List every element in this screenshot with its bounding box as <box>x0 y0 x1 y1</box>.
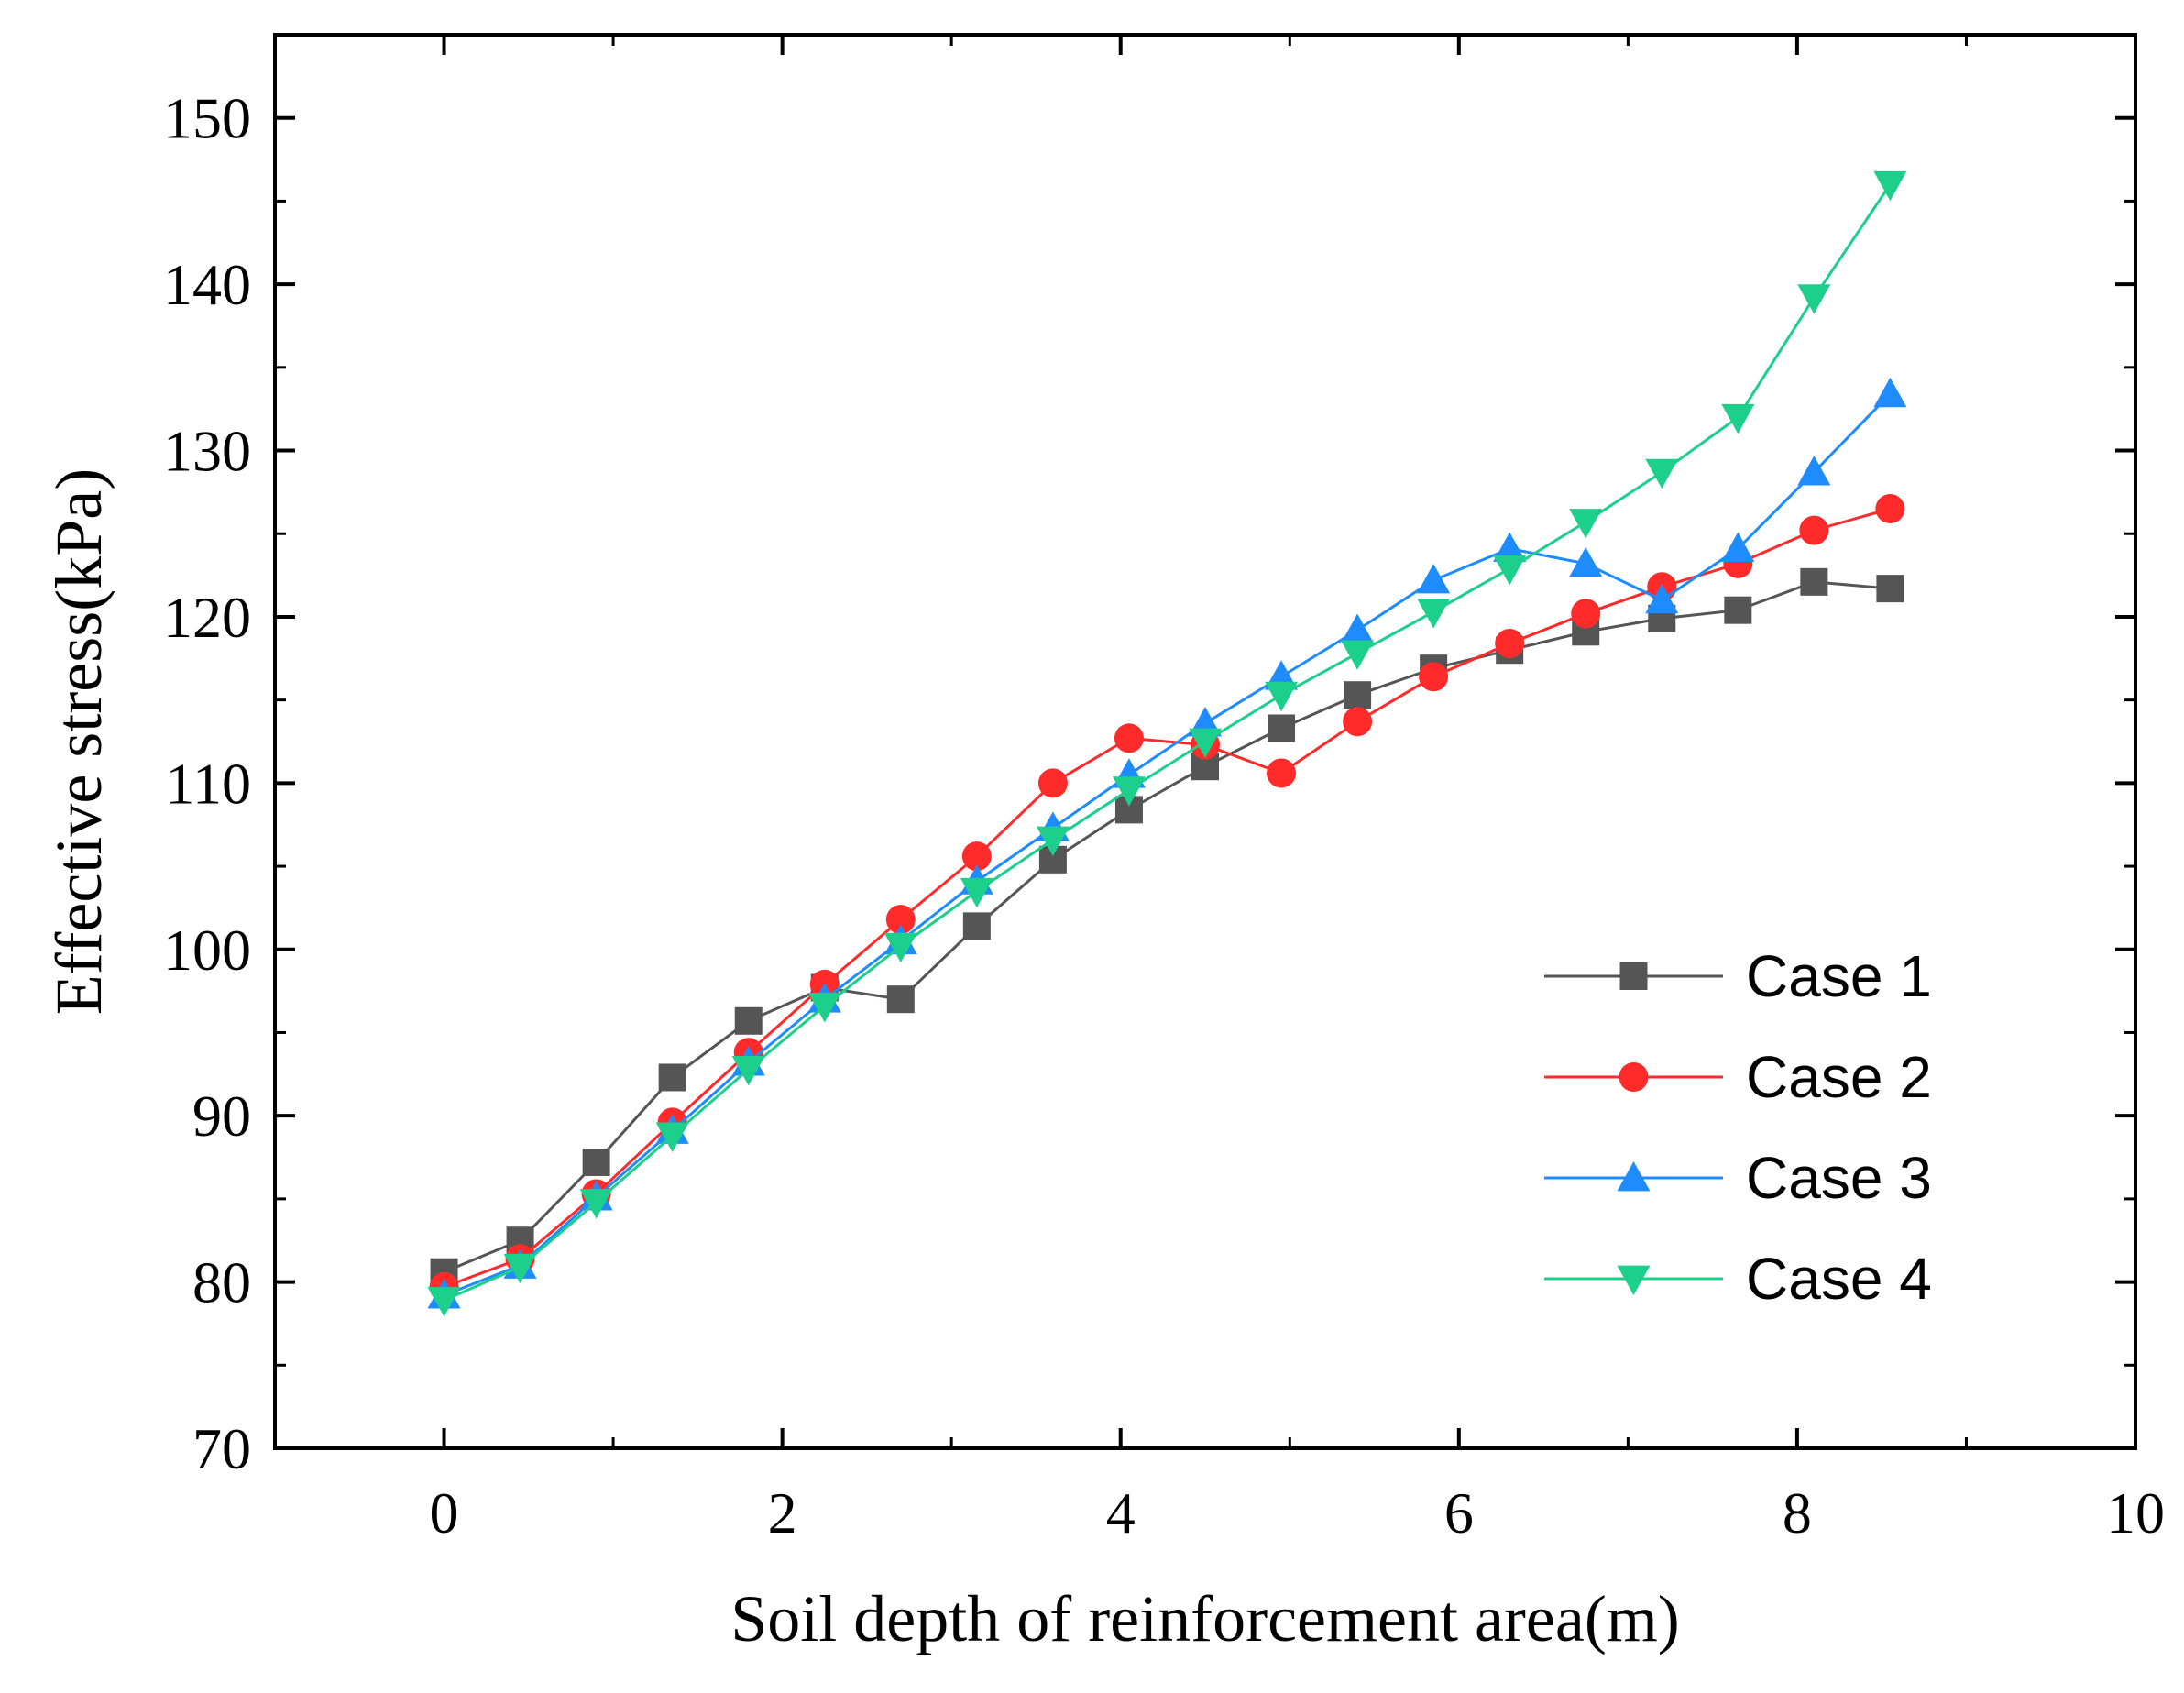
data-point <box>883 932 917 963</box>
data-point <box>807 993 841 1023</box>
data-point <box>1875 494 1905 524</box>
data-point <box>1268 714 1296 742</box>
legend-label: Case 2 <box>1746 1044 1932 1110</box>
data-point <box>503 1253 537 1284</box>
series-3 <box>427 377 1907 1309</box>
data-point <box>960 877 993 908</box>
data-point <box>1343 707 1373 737</box>
y-tick-label: 90 <box>192 1083 251 1149</box>
data-point <box>427 1287 461 1317</box>
data-point <box>1721 532 1755 562</box>
series-4 <box>427 170 1907 1317</box>
data-point <box>1721 403 1755 434</box>
data-point <box>1645 458 1679 489</box>
data-point <box>1797 456 1831 486</box>
data-point <box>886 985 915 1014</box>
x-tick-label: 6 <box>1444 1480 1474 1545</box>
legend-label: Case 4 <box>1746 1246 1932 1312</box>
data-point <box>1341 640 1375 670</box>
data-point <box>1799 515 1829 545</box>
data-point <box>1876 575 1904 603</box>
data-point <box>579 1189 613 1219</box>
y-tick-label: 80 <box>192 1250 251 1315</box>
y-axis-label: Effective stress(kPa) <box>42 468 115 1015</box>
legend-marker <box>1617 1161 1651 1192</box>
data-point <box>1417 599 1451 629</box>
data-point <box>1724 596 1752 624</box>
data-point <box>1569 546 1603 577</box>
data-point <box>1267 758 1297 788</box>
y-tick-label: 120 <box>163 585 251 650</box>
y-tick-label: 130 <box>163 419 251 484</box>
data-point <box>1873 377 1907 408</box>
data-point <box>1419 662 1449 692</box>
x-tick-label: 2 <box>768 1480 797 1545</box>
y-tick-label: 110 <box>165 751 251 816</box>
data-point <box>1189 728 1222 758</box>
data-point <box>734 1006 763 1035</box>
x-tick-label: 0 <box>430 1480 459 1545</box>
data-point <box>962 912 991 940</box>
data-point <box>1344 681 1372 709</box>
data-point <box>1571 599 1601 629</box>
plot-frame <box>273 33 2137 1450</box>
legend: Case 1 Case 2 Case 3 Case 4 <box>1544 943 1932 1312</box>
data-point <box>731 1055 765 1086</box>
data-point <box>1265 681 1299 712</box>
series-layer <box>427 170 1907 1317</box>
legend-item: Case 3 <box>1544 1145 1932 1211</box>
data-point <box>582 1148 610 1176</box>
data-point <box>1036 826 1070 857</box>
legend-marker <box>1617 1265 1651 1295</box>
legend-label: Case 3 <box>1746 1145 1932 1211</box>
data-point <box>961 841 992 872</box>
data-point <box>658 1063 686 1092</box>
data-point <box>1495 628 1525 658</box>
tick-layer: 0 2 4 6 8 10 70 80 90 100 110 120 130 140 150 <box>163 33 2165 1545</box>
legend-item: Case 2 <box>1544 1044 1932 1110</box>
legend-label: Case 1 <box>1746 943 1932 1009</box>
y-tick-label: 100 <box>163 918 251 983</box>
x-tick-label: 4 <box>1106 1480 1136 1545</box>
legend-item: Case 1 <box>1544 943 1932 1009</box>
data-point <box>1493 555 1527 586</box>
data-point <box>1112 776 1146 807</box>
data-point <box>1493 532 1527 562</box>
y-tick-label: 140 <box>163 252 251 317</box>
x-axis-label: Soil depth of reinforcement area(m) <box>730 1582 1680 1655</box>
data-point <box>1341 613 1375 643</box>
data-point <box>1037 768 1068 798</box>
x-tick-label: 8 <box>1783 1480 1812 1545</box>
data-point <box>1417 564 1451 594</box>
legend-item: Case 4 <box>1544 1246 1932 1312</box>
legend-marker <box>1619 1062 1649 1092</box>
y-tick-label: 70 <box>192 1416 251 1481</box>
series-line <box>443 580 1891 1274</box>
series-line <box>443 392 1892 1297</box>
data-point <box>1797 284 1831 314</box>
data-point <box>1569 509 1603 539</box>
data-point <box>885 905 916 935</box>
legend-marker <box>1619 962 1648 990</box>
y-tick-label: 150 <box>163 86 251 151</box>
x-tick-label: 10 <box>2106 1480 2165 1545</box>
series-1 <box>430 567 1904 1286</box>
data-point <box>1800 567 1828 596</box>
data-point <box>1114 723 1144 753</box>
data-point <box>1873 170 1907 202</box>
data-point <box>655 1122 689 1152</box>
data-point <box>1645 583 1679 614</box>
